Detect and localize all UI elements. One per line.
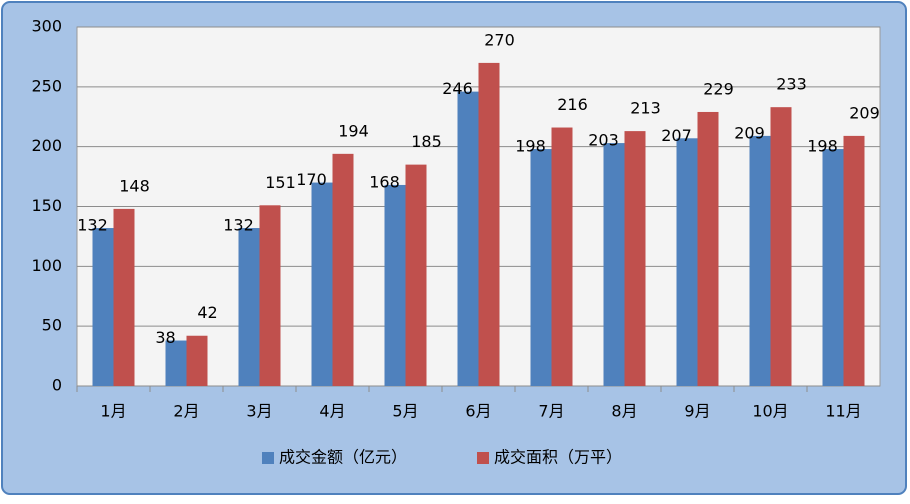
bar: [92, 228, 114, 386]
bar: [551, 127, 573, 387]
value-label: 209: [849, 103, 880, 122]
x-tick-label: 3月: [246, 402, 272, 421]
value-label: 168: [369, 172, 400, 191]
y-tick-label: 0: [52, 376, 62, 395]
value-label: 198: [515, 137, 546, 156]
y-tick-label: 50: [42, 316, 62, 335]
legend-label: 成交面积（万平）: [494, 448, 622, 467]
legend-label: 成交金额（亿元）: [279, 448, 407, 467]
legend-swatch: [262, 452, 274, 464]
value-label: 132: [77, 216, 108, 235]
value-label: 151: [265, 173, 296, 192]
bar: [332, 153, 354, 386]
bar: [311, 182, 333, 386]
bar: [697, 111, 719, 387]
value-label: 198: [807, 137, 838, 156]
value-label: 216: [557, 95, 588, 114]
bar: [603, 143, 625, 386]
value-label: 207: [661, 126, 692, 145]
legend-swatch: [477, 452, 489, 464]
bar: [238, 228, 260, 386]
value-label: 229: [703, 79, 734, 98]
value-label: 194: [338, 121, 369, 140]
bar: [624, 131, 646, 386]
y-tick-label: 250: [31, 76, 62, 95]
bar: [822, 149, 844, 386]
value-label: 42: [197, 303, 217, 322]
bar: [478, 62, 500, 387]
x-tick-label: 11月: [825, 402, 861, 421]
value-label: 148: [119, 176, 150, 195]
x-tick-label: 8月: [611, 402, 637, 421]
value-label: 203: [588, 131, 619, 150]
bar: [749, 135, 771, 386]
bar: [259, 205, 281, 386]
bar: [384, 184, 406, 386]
bar: [457, 91, 479, 387]
value-label: 233: [776, 75, 807, 94]
value-label: 132: [223, 216, 254, 235]
y-tick-label: 100: [31, 256, 62, 275]
value-label: 270: [484, 30, 515, 49]
value-label: 246: [442, 79, 473, 98]
x-tick-label: 5月: [392, 402, 418, 421]
value-label: 213: [630, 99, 661, 118]
x-tick-label: 10月: [752, 402, 788, 421]
bar: [405, 164, 427, 386]
value-label: 38: [155, 328, 175, 347]
value-label: 170: [296, 170, 327, 189]
bar: [676, 138, 698, 386]
value-label: 209: [734, 123, 765, 142]
value-label: 185: [411, 132, 442, 151]
y-tick-label: 200: [31, 136, 62, 155]
bar: [186, 335, 208, 386]
x-tick-label: 1月: [100, 402, 126, 421]
y-tick-label: 150: [31, 196, 62, 215]
bar: [113, 208, 135, 386]
x-tick-label: 4月: [319, 402, 345, 421]
x-tick-label: 9月: [684, 402, 710, 421]
bar: [843, 135, 865, 386]
bar: [165, 340, 187, 386]
bar: [530, 149, 552, 386]
x-tick-label: 7月: [538, 402, 564, 421]
x-tick-label: 2月: [173, 402, 199, 421]
x-tick-label: 6月: [465, 402, 491, 421]
y-tick-label: 300: [31, 17, 62, 36]
bar: [770, 107, 792, 386]
